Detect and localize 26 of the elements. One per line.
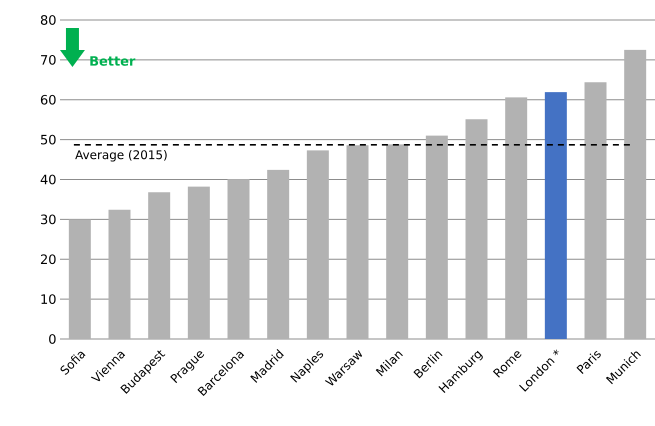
ref-line-label: Average (2015)	[75, 150, 167, 162]
y-tick-label: 10	[41, 294, 56, 304]
bar	[306, 150, 329, 339]
y-tick-label: 40	[40, 174, 56, 184]
y-tick-label: 20	[40, 254, 56, 264]
y-tick-label: 70	[41, 54, 56, 65]
bar	[386, 144, 408, 339]
bar	[68, 219, 91, 339]
bar	[228, 179, 250, 339]
bar	[148, 192, 170, 339]
y-tick-label: 80	[40, 15, 56, 25]
bar	[267, 170, 290, 339]
y-tick-label: 30	[40, 214, 56, 224]
bar	[188, 186, 210, 339]
y-tick-label: 0	[49, 334, 56, 344]
bar	[108, 210, 131, 339]
bar	[584, 82, 607, 339]
bar	[346, 145, 369, 339]
bar	[505, 97, 528, 339]
bar	[466, 119, 488, 339]
bar	[624, 50, 646, 339]
bar	[426, 136, 448, 339]
y-tick-label: 50	[41, 134, 56, 145]
y-tick-label: 60	[40, 94, 56, 105]
bar	[544, 92, 567, 339]
annotation: Better	[90, 56, 136, 66]
